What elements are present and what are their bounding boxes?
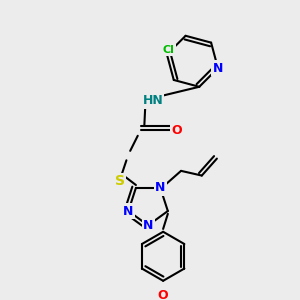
Text: S: S	[115, 174, 125, 188]
Text: N: N	[213, 61, 223, 75]
Text: N: N	[155, 181, 166, 194]
Text: N: N	[123, 205, 134, 218]
Text: HN: HN	[142, 94, 163, 107]
Text: N: N	[143, 219, 153, 232]
Text: O: O	[158, 290, 168, 300]
Text: Cl: Cl	[163, 45, 175, 55]
Text: O: O	[171, 124, 182, 136]
